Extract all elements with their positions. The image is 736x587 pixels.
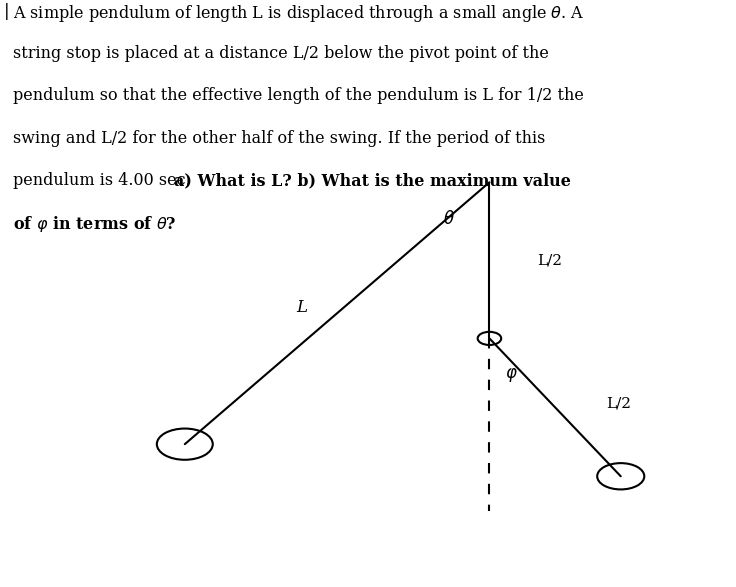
- Text: a) What is L? b) What is the maximum value: a) What is L? b) What is the maximum val…: [174, 172, 571, 189]
- Text: $\theta$: $\theta$: [443, 210, 455, 228]
- Text: pendulum so that the effective length of the pendulum is L for 1/2 the: pendulum so that the effective length of…: [13, 87, 584, 104]
- Text: L: L: [297, 299, 308, 316]
- Text: A simple pendulum of length L is displaced through a small angle $\theta$. A: A simple pendulum of length L is displac…: [13, 3, 585, 24]
- Text: string stop is placed at a distance L/2 below the pivot point of the: string stop is placed at a distance L/2 …: [13, 45, 549, 62]
- Text: of $\varphi$ in terms of $\theta$?: of $\varphi$ in terms of $\theta$?: [13, 214, 177, 234]
- Text: L/2: L/2: [606, 396, 631, 410]
- Text: |: |: [4, 3, 10, 20]
- Text: $\varphi$: $\varphi$: [505, 366, 518, 384]
- Text: pendulum is 4.00 sec,: pendulum is 4.00 sec,: [13, 172, 196, 189]
- Text: L/2: L/2: [537, 254, 562, 267]
- Text: swing and L/2 for the other half of the swing. If the period of this: swing and L/2 for the other half of the …: [13, 130, 545, 147]
